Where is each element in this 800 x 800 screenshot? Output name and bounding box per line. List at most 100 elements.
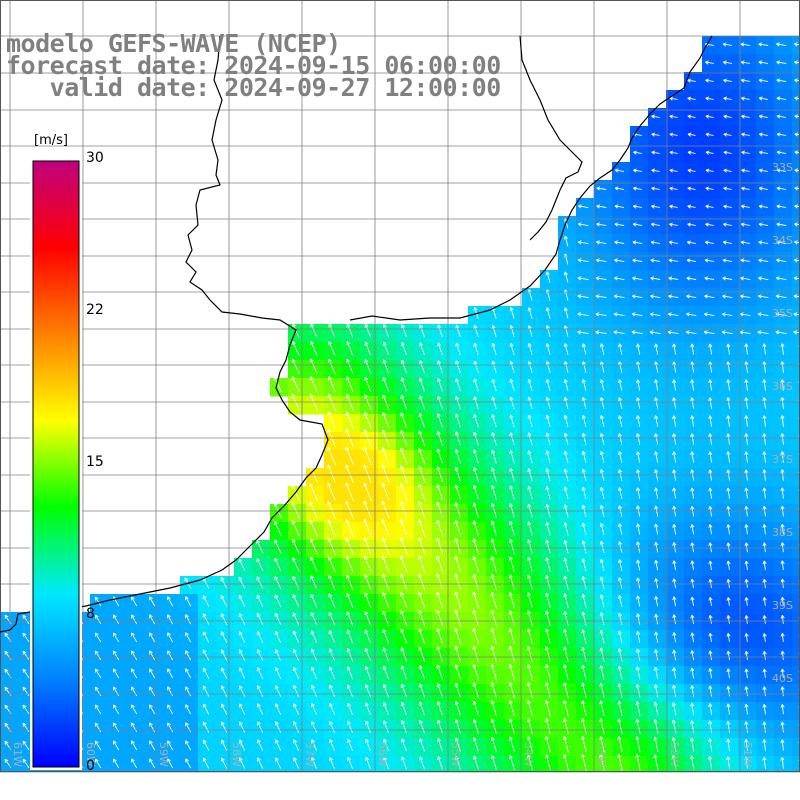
wind-arrow xyxy=(672,684,677,698)
wind-arrow xyxy=(454,591,462,609)
wind-arrow xyxy=(454,627,462,645)
wind-arrow xyxy=(599,753,605,771)
wind-arrow xyxy=(274,576,282,590)
wind-arrow xyxy=(167,650,174,661)
field-cell xyxy=(0,756,19,772)
wind-arrow xyxy=(291,538,300,555)
wind-arrow xyxy=(581,718,587,735)
wind-arrow xyxy=(669,96,678,101)
wind-arrow xyxy=(635,631,641,643)
wind-arrow xyxy=(708,415,713,427)
wind-arrow xyxy=(347,739,353,751)
wind-arrow xyxy=(545,521,551,536)
wind-arrow xyxy=(636,523,641,535)
wind-arrow xyxy=(490,609,498,627)
wind-arrow xyxy=(400,592,408,609)
wind-arrow xyxy=(654,379,659,391)
wind-arrow xyxy=(381,500,390,520)
field-cell xyxy=(360,756,379,772)
wind-arrow xyxy=(238,757,246,769)
wind-arrow xyxy=(762,633,767,642)
wind-arrow xyxy=(436,395,443,410)
wind-arrow xyxy=(400,377,408,392)
wind-arrow xyxy=(490,627,498,645)
wind-arrow xyxy=(544,736,551,753)
wind-arrow xyxy=(491,342,497,355)
wind-arrow xyxy=(617,577,623,589)
wind-arrow xyxy=(744,560,749,571)
wind-arrow xyxy=(689,720,695,734)
wind-arrow xyxy=(509,307,515,319)
wind-arrow xyxy=(708,685,713,697)
wind-arrow xyxy=(256,594,264,608)
wind-arrow xyxy=(544,628,551,645)
wind-arrow xyxy=(617,700,623,717)
wind-arrow xyxy=(739,312,751,317)
field-cell xyxy=(792,468,800,487)
wind-arrow xyxy=(617,736,623,753)
wind-arrow xyxy=(491,432,497,446)
wind-arrow xyxy=(292,594,300,608)
wind-arrow xyxy=(758,114,768,119)
wind-arrow xyxy=(491,396,497,410)
field-cell xyxy=(792,684,800,703)
wind-arrow xyxy=(721,312,733,317)
wind-arrow xyxy=(256,558,264,572)
wind-arrow xyxy=(741,168,750,173)
wind-arrow xyxy=(744,597,749,606)
wind-arrow xyxy=(436,501,444,519)
wind-arrow xyxy=(508,609,515,627)
wind-arrow xyxy=(274,685,282,697)
wind-arrow xyxy=(563,325,569,337)
wind-arrow xyxy=(472,719,479,734)
wind-arrow xyxy=(238,703,246,715)
wind-arrow xyxy=(149,668,156,679)
wind-arrow xyxy=(436,628,444,645)
latitude-label: 33S xyxy=(772,161,793,174)
wind-arrow xyxy=(672,523,677,535)
wind-arrow xyxy=(345,537,354,555)
wind-arrow xyxy=(526,628,533,645)
wind-arrow xyxy=(418,377,426,392)
wind-arrow xyxy=(686,276,697,281)
wind-arrow xyxy=(708,738,713,752)
wind-arrow xyxy=(672,632,677,643)
wind-arrow xyxy=(762,343,767,355)
wind-arrow xyxy=(327,464,336,484)
wind-arrow xyxy=(599,647,605,662)
wind-arrow xyxy=(364,574,372,591)
wind-arrow xyxy=(490,755,497,770)
wind-arrow xyxy=(613,294,625,299)
wind-arrow xyxy=(740,258,751,263)
wind-arrow xyxy=(581,486,587,500)
wind-arrow xyxy=(22,704,30,715)
wind-arrow xyxy=(292,557,300,572)
wind-arrow xyxy=(744,668,749,679)
wind-arrow xyxy=(780,757,785,769)
wind-arrow xyxy=(526,592,533,609)
wind-arrow xyxy=(596,222,607,227)
wind-arrow xyxy=(599,522,605,535)
wind-arrow xyxy=(563,557,569,572)
wind-arrow xyxy=(723,168,732,173)
colorbar xyxy=(32,160,80,768)
wind-arrow xyxy=(776,186,787,191)
wind-arrow xyxy=(455,396,461,410)
field-cell xyxy=(792,486,800,505)
wind-arrow xyxy=(617,451,623,463)
wind-arrow xyxy=(708,397,713,409)
wind-arrow xyxy=(329,739,335,751)
wind-arrow xyxy=(167,740,174,751)
wind-arrow xyxy=(599,736,605,753)
wind-arrow xyxy=(563,414,569,427)
wind-arrow xyxy=(310,323,318,338)
longitude-label: 55W xyxy=(449,742,462,767)
wind-arrow xyxy=(726,560,731,571)
wind-arrow xyxy=(635,648,641,662)
wind-arrow xyxy=(527,539,533,554)
wind-arrow xyxy=(740,276,751,281)
wind-arrow xyxy=(490,538,497,555)
wind-arrow xyxy=(309,501,318,519)
wind-arrow xyxy=(508,718,515,735)
wind-arrow xyxy=(690,487,695,499)
